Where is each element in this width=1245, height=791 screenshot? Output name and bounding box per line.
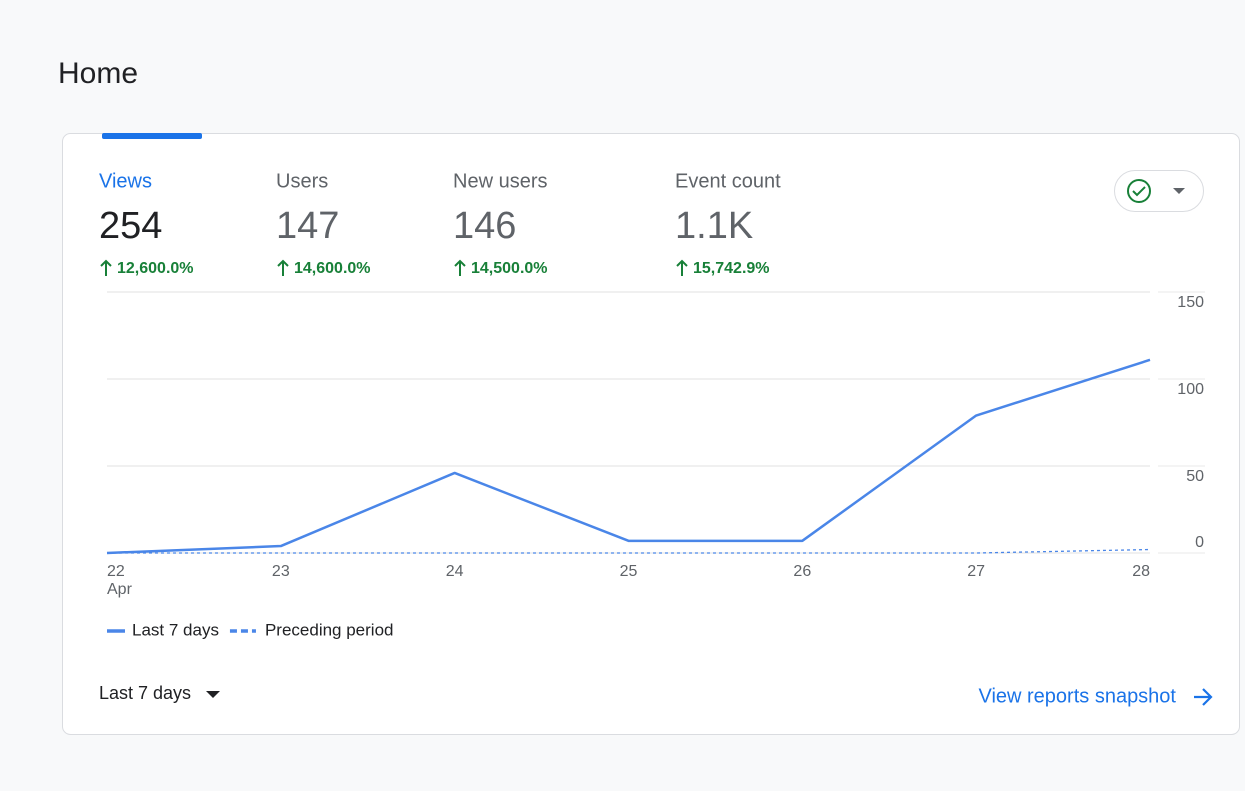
legend-label: Preceding period bbox=[265, 620, 394, 639]
metric-value: 1.1K bbox=[675, 205, 753, 247]
x-tick-label: 23 bbox=[272, 563, 290, 580]
metric-change: 14,600.0% bbox=[294, 260, 371, 277]
metrics: Views 254 12,600.0% Users 147 14,600.0% New us… bbox=[99, 170, 781, 277]
x-tick-label: 25 bbox=[620, 563, 638, 580]
view-reports-link[interactable]: View reports snapshot bbox=[978, 685, 1213, 707]
x-month-label: Apr bbox=[107, 581, 133, 598]
up-arrow-icon bbox=[454, 259, 466, 276]
metric-change: 14,500.0% bbox=[471, 260, 548, 277]
metric-label: Views bbox=[99, 170, 152, 192]
chart-options-button[interactable] bbox=[1114, 170, 1204, 212]
x-tick-label: 26 bbox=[793, 563, 811, 580]
y-tick-label: 0 bbox=[1195, 534, 1204, 551]
check-icon bbox=[1127, 179, 1151, 203]
link-text: View reports snapshot bbox=[978, 685, 1176, 707]
metric-tab[interactable]: Users 147 14,600.0% bbox=[276, 170, 371, 277]
card bbox=[62, 133, 1240, 735]
y-tick-label: 50 bbox=[1186, 468, 1204, 485]
x-tick-label: 24 bbox=[446, 563, 464, 580]
range-label: Last 7 days bbox=[99, 683, 191, 703]
metric-tab[interactable]: New users 146 14,500.0% bbox=[453, 170, 548, 277]
chart: 0 50 100 150 22 23 24 25 26 27 28 Apr Last 7 days Pre… bbox=[106, 291, 1205, 639]
metric-label: Users bbox=[276, 170, 328, 192]
metric-value: 146 bbox=[453, 205, 516, 247]
x-tick-label: 22 bbox=[107, 563, 125, 580]
legend-label: Last 7 days bbox=[132, 620, 219, 639]
metric-change: 15,742.9% bbox=[693, 260, 770, 277]
series-line bbox=[106, 358, 1151, 555]
metric-tab[interactable]: Views 254 12,600.0% bbox=[99, 170, 194, 277]
arrow-icon bbox=[1194, 688, 1213, 706]
metric-label: New users bbox=[453, 170, 547, 192]
y-tick-label: 100 bbox=[1177, 381, 1204, 398]
metric-label: Event count bbox=[675, 170, 781, 192]
x-tick-label: 27 bbox=[967, 563, 985, 580]
page-title: Home bbox=[58, 57, 138, 90]
up-arrow-icon bbox=[100, 259, 112, 276]
up-arrow-icon bbox=[277, 259, 289, 276]
dropdown-arrow bbox=[206, 691, 220, 698]
metric-tab[interactable]: Event count 1.1K 15,742.9% bbox=[675, 170, 781, 277]
dropdown-arrow bbox=[1173, 188, 1185, 194]
selected-tab-indicator bbox=[102, 133, 202, 139]
check-mark bbox=[1132, 186, 1146, 197]
x-tick-label: 28 bbox=[1132, 563, 1150, 580]
metric-change: 12,600.0% bbox=[117, 260, 194, 277]
range-selector[interactable]: Last 7 days bbox=[99, 683, 220, 703]
metric-value: 254 bbox=[99, 205, 162, 247]
y-tick-label: 150 bbox=[1177, 294, 1204, 311]
up-arrow-icon bbox=[676, 259, 688, 276]
metric-value: 147 bbox=[276, 205, 339, 247]
